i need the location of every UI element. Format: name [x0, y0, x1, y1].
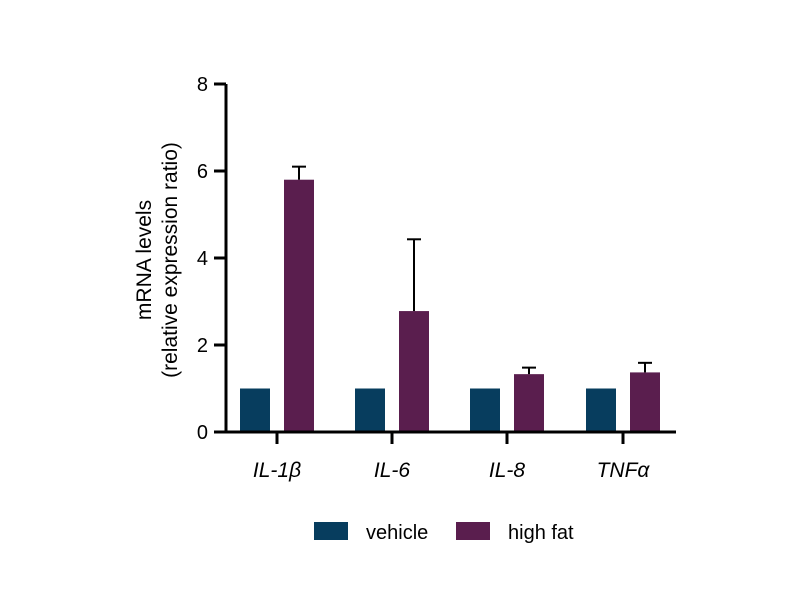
- legend-swatch-high-fat: [456, 522, 490, 540]
- x-tick-label-2: IL-8: [489, 459, 526, 482]
- x-tick-label-3: TNFα: [597, 459, 651, 482]
- y-tick-label-2: 4: [197, 248, 208, 270]
- x-tick-label-1: IL-6: [374, 459, 411, 482]
- bar-high-fat-0: [284, 179, 314, 432]
- bar-vehicle-1: [355, 388, 385, 432]
- plot-area: 0 2 4 6 8 IL-1β IL-6 IL-8 TNFα: [197, 74, 676, 482]
- legend: vehicle high fat: [314, 522, 574, 544]
- bar-high-fat-3: [630, 372, 660, 432]
- bar-vehicle-2: [470, 388, 500, 432]
- bar-vehicle-3: [586, 388, 616, 432]
- y-tick-label-4: 8: [197, 74, 208, 96]
- y-tick-label-1: 2: [197, 335, 208, 357]
- y-tick-label-0: 0: [197, 422, 208, 444]
- y-axis-title: mRNA levels (relative expression ratio): [133, 142, 182, 378]
- y-axis-title-line2: (relative expression ratio): [159, 142, 182, 378]
- bar-high-fat-1: [399, 311, 429, 432]
- y-axis-title-line1: mRNA levels: [133, 200, 156, 320]
- bar-high-fat-2: [514, 374, 544, 432]
- bar-vehicle-0: [240, 388, 270, 432]
- legend-swatch-vehicle: [314, 522, 348, 540]
- y-tick-label-3: 6: [197, 161, 208, 183]
- x-tick-label-0: IL-1β: [253, 459, 301, 482]
- legend-label-high-fat: high fat: [508, 522, 574, 544]
- legend-label-vehicle: vehicle: [366, 522, 428, 544]
